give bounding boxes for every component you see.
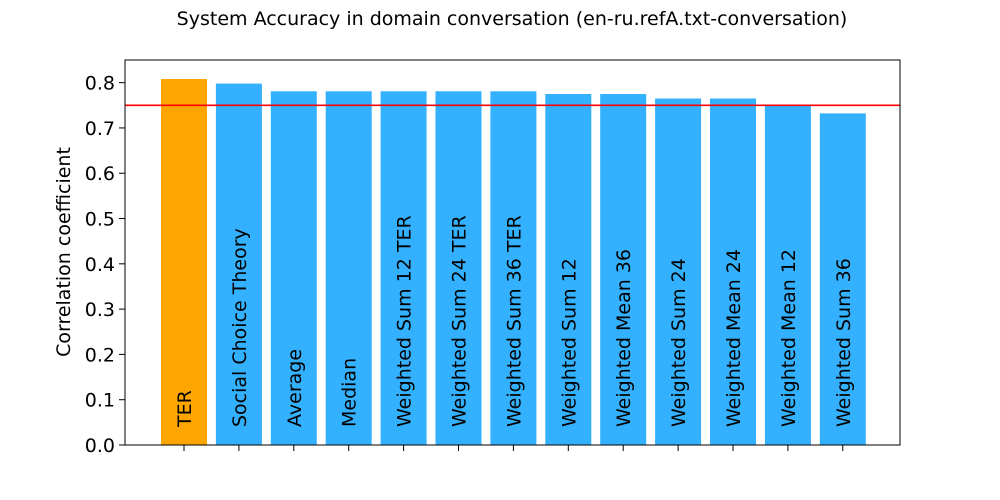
bar-7 [545, 94, 592, 445]
bar-label-1: Social Choice Theory [229, 228, 251, 427]
bar-4 [380, 91, 427, 446]
bar-0 [161, 79, 207, 445]
chart-title: System Accuracy in domain conversation (… [177, 8, 848, 30]
y-axis-label: Correlation coefficient [53, 147, 75, 357]
bar-5 [435, 91, 482, 446]
y-tick-label-7: 0.7 [85, 118, 115, 140]
y-tick-label-3: 0.3 [85, 299, 115, 321]
y-tick-label-0: 0.0 [85, 435, 115, 457]
y-tick-label-8: 0.8 [85, 73, 115, 95]
bar-6 [490, 91, 537, 446]
bar-label-8: Weighted Mean 36 [613, 249, 635, 427]
plot-frame [124, 59, 901, 446]
y-tick-label-6: 0.6 [85, 163, 115, 185]
y-tick-label-4: 0.4 [85, 254, 115, 276]
bar-1 [215, 83, 262, 445]
bars-group [161, 79, 866, 446]
x-axis [183, 445, 844, 451]
bar-label-5: Weighted Sum 24 TER [449, 215, 471, 427]
bar-3 [325, 91, 372, 446]
bar-label-11: Weighted Mean 12 [778, 249, 800, 427]
y-tick-label-1: 0.1 [85, 390, 115, 412]
bar-11 [764, 105, 811, 446]
bar-label-12: Weighted Sum 36 [833, 258, 855, 427]
y-tick-label-5: 0.5 [85, 209, 115, 231]
bar-label-3: Median [339, 358, 361, 427]
bar-label-0: TER [174, 390, 196, 428]
bar-9 [655, 98, 702, 445]
bar-2 [270, 91, 317, 446]
bar-8 [600, 94, 647, 445]
bar-label-10: Weighted Mean 24 [723, 249, 745, 427]
bar-label-2: Average [284, 349, 306, 427]
y-axis: 0.0 0.1 0.2 0.3 0.4 0.5 0.6 0.7 0.8 [85, 73, 125, 457]
bar-label-6: Weighted Sum 36 TER [503, 215, 525, 427]
bar-label-9: Weighted Sum 24 [668, 258, 690, 427]
bar-labels-group: TER Social Choice Theory Average Median Weig… [174, 215, 855, 428]
bar-12 [819, 113, 866, 446]
y-tick-label-2: 0.2 [85, 344, 115, 366]
bar-label-4: Weighted Sum 12 TER [394, 215, 416, 427]
bar-label-7: Weighted Sum 12 [558, 258, 580, 427]
bar-10 [710, 98, 756, 445]
